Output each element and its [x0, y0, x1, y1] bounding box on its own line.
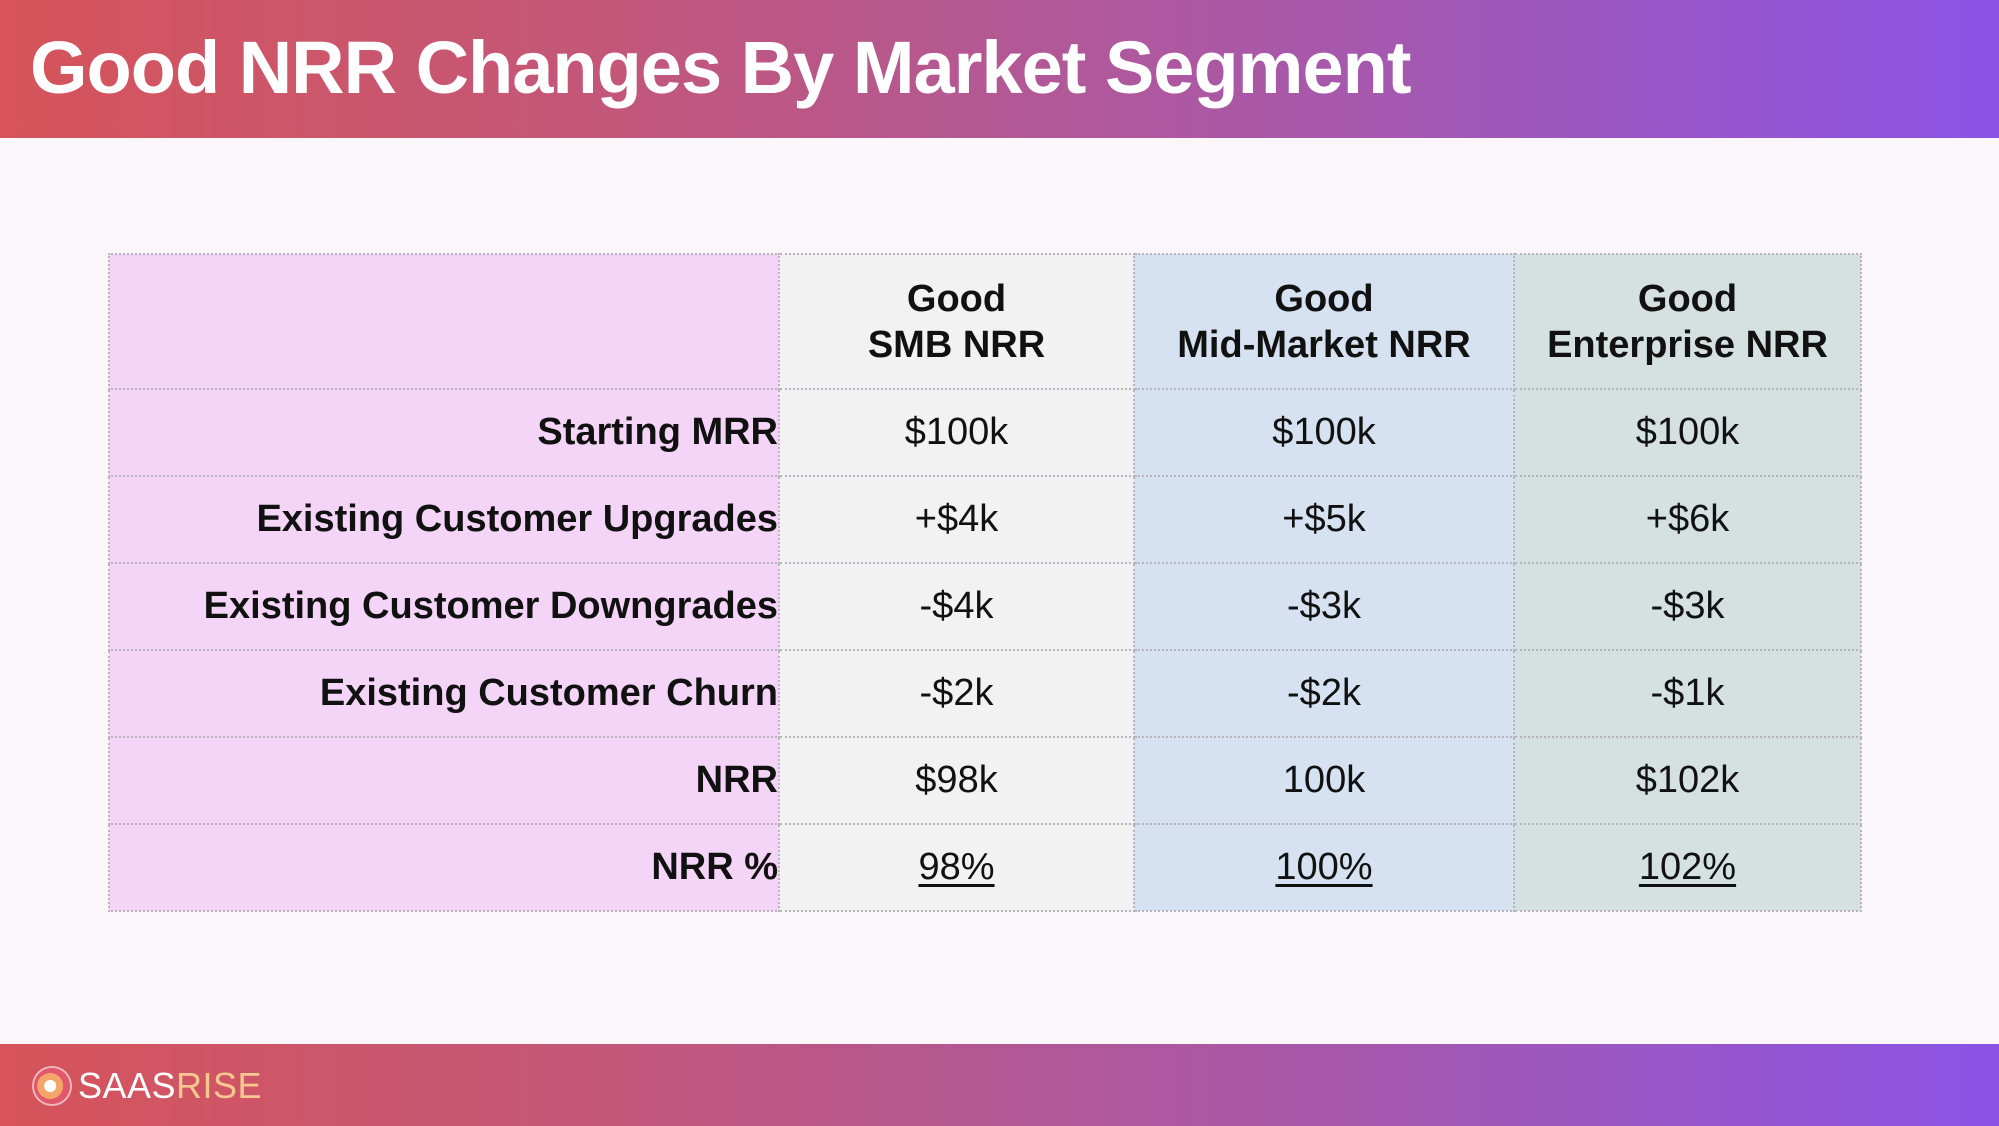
row-label: NRR	[108, 736, 780, 825]
column-header-line1: Good	[1637, 277, 1738, 320]
enterprise-value: $102k	[1513, 736, 1862, 825]
smb-value: 98%	[778, 823, 1135, 912]
smb-value: -$4k	[778, 562, 1135, 651]
row-label: Existing Customer Downgrades	[108, 562, 780, 651]
logo-text: SAASRISE	[78, 1066, 262, 1106]
column-header-line2: Enterprise NRR	[1547, 323, 1828, 366]
nrr-percent-enterprise: 102%	[1638, 846, 1737, 888]
column-header-mid-market: Good Mid-Market NRR	[1133, 253, 1515, 390]
nrr-percent-mid-market: 100%	[1275, 846, 1373, 888]
mid-market-value: 100k	[1133, 736, 1515, 825]
enterprise-value: 102%	[1513, 823, 1862, 912]
table-row: NRR % 98% 100% 102%	[108, 823, 1862, 912]
table-row: Existing Customer Churn -$2k -$2k -$1k	[108, 649, 1862, 738]
enterprise-value: -$3k	[1513, 562, 1862, 651]
row-label: Starting MRR	[108, 388, 780, 477]
row-label: NRR %	[108, 823, 780, 912]
logo-text-rise: RISE	[176, 1065, 263, 1106]
smb-value: -$2k	[778, 649, 1135, 738]
enterprise-value: -$1k	[1513, 649, 1862, 738]
smb-value: +$4k	[778, 475, 1135, 564]
enterprise-value: +$6k	[1513, 475, 1862, 564]
column-header-enterprise: Good Enterprise NRR	[1513, 253, 1862, 390]
smb-value: $98k	[778, 736, 1135, 825]
saasrise-logo: SAASRISE	[34, 1066, 262, 1106]
mid-market-value: -$2k	[1133, 649, 1515, 738]
mid-market-value: $100k	[1133, 388, 1515, 477]
table-row: NRR $98k 100k $102k	[108, 736, 1862, 825]
smb-value: $100k	[778, 388, 1135, 477]
header-empty-cell	[108, 253, 780, 390]
mid-market-value: -$3k	[1133, 562, 1515, 651]
enterprise-value: $100k	[1513, 388, 1862, 477]
mid-market-value: 100%	[1133, 823, 1515, 912]
nrr-table: Good SMB NRR Good Mid-Market NRR Good En…	[108, 253, 1862, 912]
table-row: Existing Customer Downgrades -$4k -$3k -…	[108, 562, 1862, 651]
mid-market-value: +$5k	[1133, 475, 1515, 564]
saasrise-logo-icon	[34, 1068, 70, 1104]
column-header-smb: Good SMB NRR	[778, 253, 1135, 390]
logo-text-saas: SAAS	[78, 1065, 177, 1106]
table-header-row: Good SMB NRR Good Mid-Market NRR Good En…	[108, 253, 1862, 390]
table-row: Existing Customer Upgrades +$4k +$5k +$6…	[108, 475, 1862, 564]
table-row: Starting MRR $100k $100k $100k	[108, 388, 1862, 477]
row-label: Existing Customer Churn	[108, 649, 780, 738]
row-label: Existing Customer Upgrades	[108, 475, 780, 564]
column-header-line1: Good	[1274, 277, 1374, 320]
header-banner: Good NRR Changes By Market Segment	[0, 0, 1999, 138]
nrr-percent-smb: 98%	[918, 846, 995, 888]
column-header-line1: Good	[906, 277, 1007, 320]
column-header-line2: SMB NRR	[867, 323, 1046, 366]
page-title: Good NRR Changes By Market Segment	[30, 26, 1411, 109]
column-header-line2: Mid-Market NRR	[1177, 323, 1471, 366]
footer-banner: SAASRISE	[0, 1044, 1999, 1126]
